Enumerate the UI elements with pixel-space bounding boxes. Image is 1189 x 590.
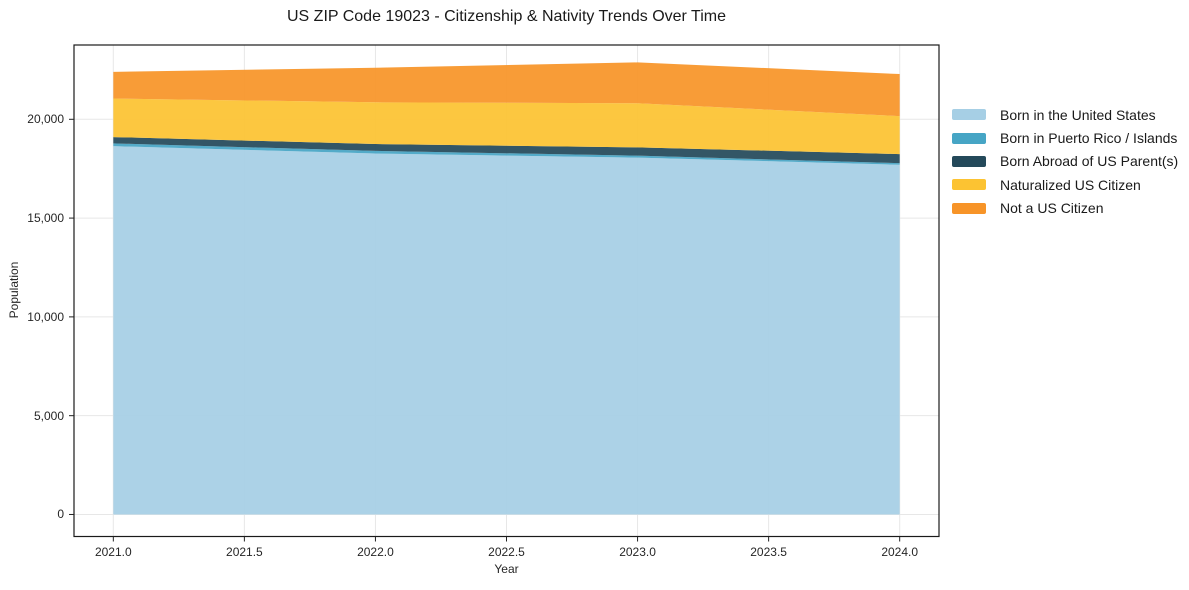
area-series-group — [113, 62, 900, 515]
legend-item: Born in Puerto Rico / Islands — [952, 126, 1178, 149]
legend-item: Naturalized US Citizen — [952, 173, 1178, 196]
legend-swatch — [952, 155, 986, 167]
area-born-in-the-united-states — [113, 146, 900, 515]
area-born-abroad-of-us-parent-s- — [113, 137, 900, 164]
legend-label: Not a US Citizen — [1000, 200, 1104, 217]
y-tick-label: 5,000 — [33, 408, 64, 423]
x-tick-label: 2023.0 — [619, 545, 656, 559]
legend-swatch — [952, 132, 986, 144]
legend-item: Not a US Citizen — [952, 197, 1178, 220]
y-tick-label: 0 — [57, 507, 64, 522]
y-tick-label: 10,000 — [27, 309, 64, 324]
x-tick-label: 2021.0 — [94, 545, 132, 559]
legend-item: Born in the United States — [952, 103, 1178, 126]
y-tick-label: 20,000 — [27, 112, 64, 127]
legend-label: Born in the United States — [1000, 106, 1156, 123]
x-tick-label: 2022.0 — [357, 545, 394, 559]
legend-item: Born Abroad of US Parent(s) — [952, 150, 1178, 173]
legend-label: Naturalized US Citizen — [1000, 176, 1141, 193]
legend: Born in the United States Born in Puerto … — [952, 103, 1178, 220]
legend-swatch — [952, 202, 986, 214]
legend-label: Born in Puerto Rico / Islands — [1000, 130, 1178, 147]
legend-swatch — [952, 109, 986, 121]
legend-swatch — [952, 179, 986, 191]
area-naturalized-us-citizen — [113, 98, 900, 155]
area-born-in-puerto-rico-islands — [113, 143, 900, 165]
legend-label: Born Abroad of US Parent(s) — [1000, 153, 1179, 170]
x-axis-title: Year — [494, 562, 519, 576]
area-not-a-us-citizen — [113, 62, 900, 117]
x-tick-label: 2023.5 — [750, 545, 787, 559]
x-tick-label: 2024.0 — [881, 545, 919, 559]
y-axis-title: Population — [7, 261, 21, 319]
chart-title: US ZIP Code 19023 - Citizenship & Nativi… — [287, 8, 726, 25]
x-tick-label: 2022.5 — [488, 545, 525, 559]
x-tick-label: 2021.5 — [226, 545, 263, 559]
tick-marks — [69, 118, 901, 542]
y-tick-label: 15,000 — [27, 211, 64, 226]
